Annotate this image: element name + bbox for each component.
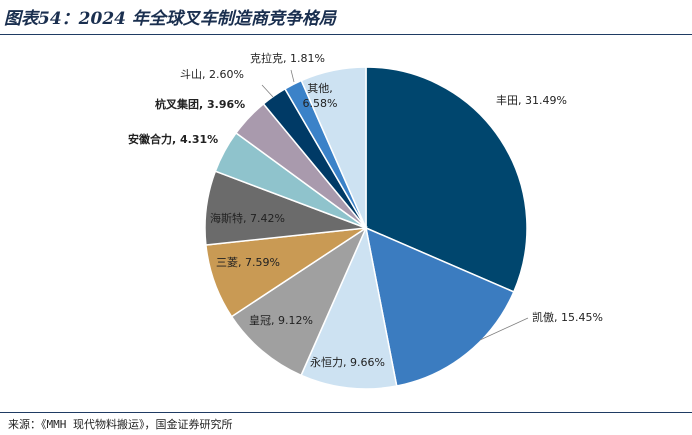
- slice-label-3: 皇冠, 9.12%: [249, 313, 313, 327]
- slice-label-9: 克拉克, 1.81%: [250, 51, 325, 65]
- slice-label-8: 斗山, 2.60%: [180, 68, 244, 81]
- slice-label-5: 海斯特, 7.42%: [210, 211, 285, 225]
- pie-slice-2: [300, 225, 398, 390]
- slice-label-6: 安徽合力, 4.31%: [128, 132, 218, 146]
- slice-label-1: 凯傲, 15.45%: [532, 310, 603, 324]
- slice-label-2: 永恒力, 9.66%: [310, 355, 385, 369]
- source-note: 来源：《MMH 现代物料搬运》，国金证券研究所: [8, 418, 233, 431]
- slice-label-10: 其他, 6.58%: [303, 82, 338, 110]
- slice-label-4: 三菱, 7.59%: [216, 256, 280, 269]
- pie-slice-3: [230, 225, 368, 377]
- leader-line-9: [290, 69, 295, 83]
- leader-line-8: [261, 84, 274, 98]
- slice-label-0: 丰田, 31.49%: [496, 94, 567, 107]
- slice-label-7: 杭叉集团, 3.96%: [155, 97, 245, 111]
- pie-slice-10: [300, 66, 367, 229]
- title-rule: [0, 34, 692, 35]
- source-rule: [0, 412, 692, 413]
- leader-line-1: [479, 317, 529, 341]
- chart-title: 图表54：2024 年全球叉车制造商竞争格局: [4, 9, 336, 29]
- pie-slice-1: [364, 226, 515, 387]
- pie-slice-0: [365, 66, 528, 293]
